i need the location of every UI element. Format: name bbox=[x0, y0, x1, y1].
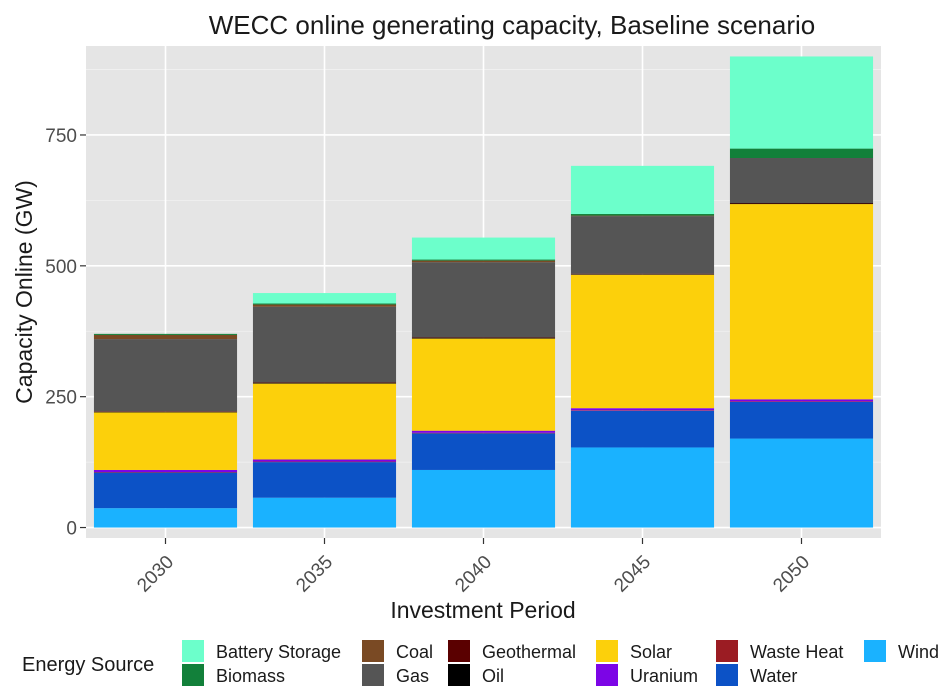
bar-segment bbox=[93, 508, 238, 528]
bar-segment bbox=[93, 469, 238, 473]
y-tick-label: 0 bbox=[66, 519, 77, 540]
bar-segment bbox=[252, 462, 397, 498]
legend-swatch bbox=[448, 664, 470, 686]
bar-segment bbox=[411, 433, 556, 470]
bar-segment bbox=[729, 148, 874, 159]
bar-segment bbox=[252, 304, 397, 307]
bar-segment bbox=[252, 497, 397, 528]
legend-label: Water bbox=[750, 666, 797, 686]
bar-segment bbox=[93, 411, 238, 413]
y-tick-label: 500 bbox=[45, 257, 77, 278]
bar-segment bbox=[729, 203, 874, 204]
legend-title: Energy Source bbox=[22, 654, 154, 676]
bar-segment bbox=[252, 383, 397, 384]
legend-label: Oil bbox=[482, 666, 504, 686]
y-tick-label: 750 bbox=[45, 126, 77, 147]
bar-segment bbox=[570, 216, 715, 274]
bar-segment bbox=[93, 333, 238, 335]
legend-label: Gas bbox=[396, 666, 429, 686]
bar-segment bbox=[570, 447, 715, 528]
bar-segment bbox=[252, 293, 397, 304]
bar-segment bbox=[570, 274, 715, 409]
bar-segment bbox=[729, 203, 874, 205]
bar-segment bbox=[252, 306, 397, 383]
legend-swatch bbox=[864, 640, 886, 662]
legend-swatch bbox=[596, 640, 618, 662]
bar-segment bbox=[411, 262, 556, 338]
bar-segment bbox=[411, 260, 556, 263]
bar-segment bbox=[252, 383, 397, 460]
bar-segment bbox=[729, 158, 874, 204]
bar-segment bbox=[570, 274, 715, 275]
bar-segment bbox=[252, 382, 397, 384]
legend-label: Battery Storage bbox=[216, 642, 341, 662]
legend-swatch bbox=[182, 640, 204, 662]
chart-title: WECC online generating capacity, Baselin… bbox=[209, 10, 816, 40]
bar-segment bbox=[411, 338, 556, 431]
legend-swatch bbox=[716, 640, 738, 662]
legend-label: Uranium bbox=[630, 666, 698, 686]
bar-segment bbox=[570, 214, 715, 216]
legend-label: Wind bbox=[898, 642, 939, 662]
bar-segment bbox=[252, 303, 397, 305]
bar-segment bbox=[411, 430, 556, 433]
legend-swatch bbox=[362, 640, 384, 662]
y-axis: 0 250 500 750 bbox=[45, 126, 86, 540]
legend-label: Biomass bbox=[216, 666, 285, 686]
bar-segment bbox=[411, 338, 556, 339]
bar-segment bbox=[570, 165, 715, 215]
legend-swatch bbox=[182, 664, 204, 686]
legend-swatch bbox=[596, 664, 618, 686]
bar-segment bbox=[570, 215, 715, 217]
bar-segment bbox=[729, 204, 874, 400]
bar-segment bbox=[93, 334, 238, 340]
bar-segment bbox=[570, 273, 715, 275]
legend-swatch bbox=[362, 664, 384, 686]
legend-swatch bbox=[716, 664, 738, 686]
bar-segment bbox=[729, 401, 874, 439]
bar-segment bbox=[411, 237, 556, 260]
bar-segment bbox=[252, 459, 397, 462]
bar-segment bbox=[411, 432, 556, 434]
bar-segment bbox=[729, 401, 874, 402]
legend-label: Geothermal bbox=[482, 642, 576, 662]
bar-segment bbox=[411, 337, 556, 339]
bar-segment bbox=[252, 461, 397, 463]
bar-segment bbox=[411, 259, 556, 261]
bar-segment bbox=[570, 410, 715, 411]
legend-label: Waste Heat bbox=[750, 642, 843, 662]
legend: Battery Storage Biomass Coal Gas Geothermal O… bbox=[182, 640, 939, 686]
bar-segment bbox=[411, 469, 556, 528]
legend-label: Solar bbox=[630, 642, 672, 662]
bar-segment bbox=[93, 339, 238, 412]
bar-segment bbox=[570, 410, 715, 448]
bar-segment bbox=[93, 412, 238, 470]
legend-label: Coal bbox=[396, 642, 433, 662]
legend-swatch bbox=[448, 640, 470, 662]
x-axis-title: Investment Period bbox=[390, 597, 575, 623]
bars bbox=[93, 56, 874, 528]
bar-segment bbox=[93, 411, 238, 412]
y-axis-title: Capacity Online (GW) bbox=[11, 180, 37, 404]
bar-segment bbox=[93, 472, 238, 473]
bar-segment bbox=[729, 399, 874, 402]
bar-segment bbox=[570, 408, 715, 411]
bar-segment bbox=[93, 472, 238, 509]
bar-segment bbox=[729, 438, 874, 528]
y-tick-label: 250 bbox=[45, 388, 77, 409]
bar-segment bbox=[729, 56, 874, 149]
